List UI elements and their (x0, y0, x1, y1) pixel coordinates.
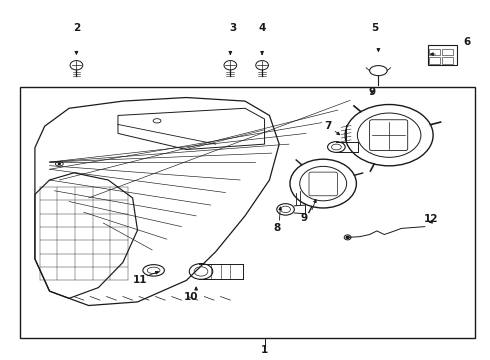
Bar (442, 49, 453, 55)
Bar (442, 57, 453, 64)
Text: 7: 7 (324, 121, 332, 131)
Text: 9: 9 (368, 87, 376, 97)
Text: 5: 5 (371, 23, 378, 33)
Text: 12: 12 (423, 215, 438, 224)
Circle shape (346, 236, 349, 238)
Text: 3: 3 (229, 23, 236, 33)
Bar (20, 87, 475, 338)
Text: 8: 8 (273, 224, 280, 233)
Text: 4: 4 (258, 23, 266, 33)
Circle shape (58, 163, 60, 165)
Text: 6: 6 (464, 37, 471, 47)
Bar (428, 45, 457, 64)
Text: 9: 9 (300, 213, 307, 222)
Text: 1: 1 (261, 345, 268, 355)
Bar (429, 49, 440, 55)
Bar (429, 57, 440, 64)
Text: 11: 11 (133, 275, 147, 285)
Text: 2: 2 (73, 23, 80, 33)
Text: 10: 10 (184, 292, 198, 302)
